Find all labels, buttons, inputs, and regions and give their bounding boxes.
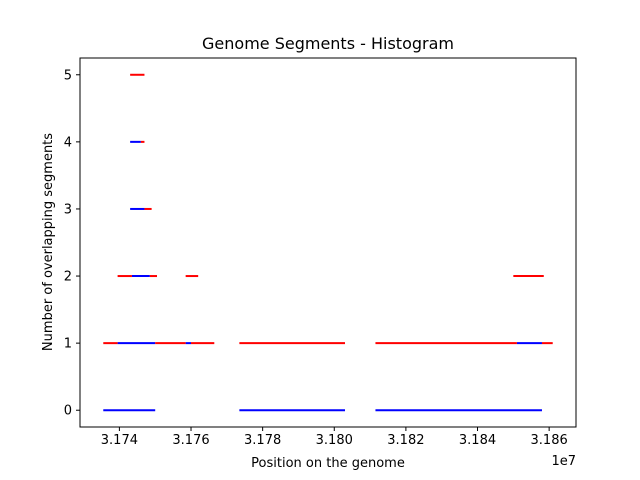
x-tick-label: 3.186 bbox=[531, 433, 568, 448]
x-tick-label: 3.180 bbox=[316, 433, 353, 448]
chart-title: Genome Segments - Histogram bbox=[202, 34, 454, 53]
y-axis-label: Number of overlapping segments bbox=[41, 133, 56, 351]
x-offset-label: 1e7 bbox=[551, 454, 576, 469]
y-tick-label: 2 bbox=[64, 270, 72, 285]
x-axis-label: Position on the genome bbox=[251, 456, 405, 471]
x-tick-label: 3.184 bbox=[459, 433, 496, 448]
x-tick-label: 3.178 bbox=[244, 433, 281, 448]
y-tick-label: 3 bbox=[64, 202, 72, 217]
x-tick-label: 3.176 bbox=[172, 433, 209, 448]
x-axis: 3.174 3.176 3.178 3.180 3.182 3.184 3.186 bbox=[101, 427, 568, 448]
y-tick-label: 5 bbox=[64, 68, 72, 83]
segment-marks bbox=[103, 73, 553, 412]
x-tick-label: 3.182 bbox=[387, 433, 424, 448]
y-tick-label: 1 bbox=[64, 337, 72, 352]
y-tick-label: 4 bbox=[64, 135, 72, 150]
y-axis: 0 1 2 3 4 5 bbox=[64, 68, 80, 419]
y-tick-label: 0 bbox=[64, 404, 72, 419]
x-tick-label: 3.174 bbox=[101, 433, 138, 448]
plot-frame bbox=[79, 57, 577, 428]
